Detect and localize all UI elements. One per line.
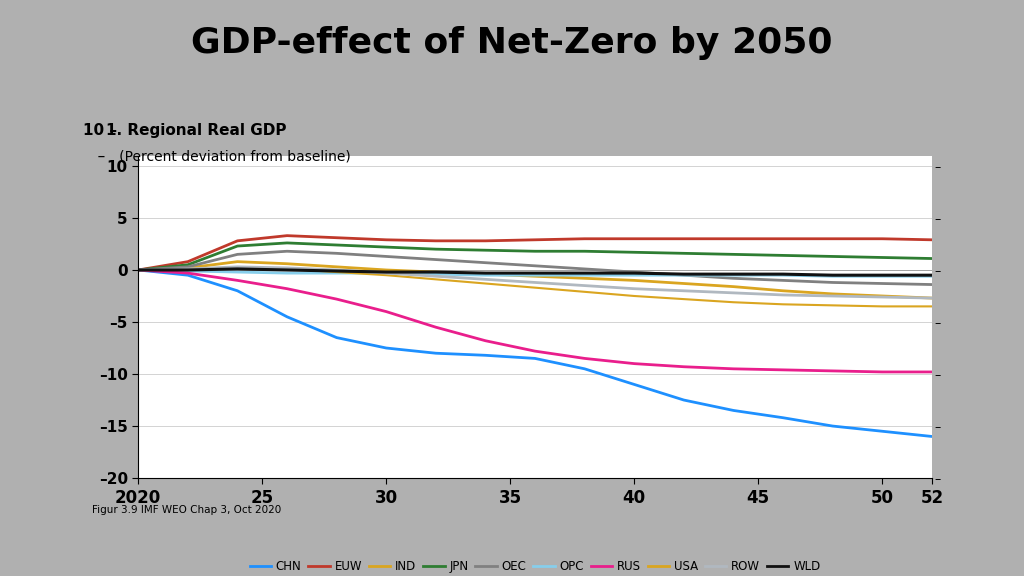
Legend: CHN, EUW, IND, JPN, OEC, OPC, RUS, USA, ROW, WLD: CHN, EUW, IND, JPN, OEC, OPC, RUS, USA, … xyxy=(245,555,825,576)
Text: GDP-effect of Net-Zero by 2050: GDP-effect of Net-Zero by 2050 xyxy=(191,26,833,60)
Text: Figur 3.9 IMF WEO Chap 3, Oct 2020: Figur 3.9 IMF WEO Chap 3, Oct 2020 xyxy=(92,505,282,515)
Text: (Percent deviation from baseline): (Percent deviation from baseline) xyxy=(106,149,351,163)
Text: 1. Regional Real GDP: 1. Regional Real GDP xyxy=(106,123,287,138)
Text: 10 –: 10 – xyxy=(83,123,117,138)
Text: –: – xyxy=(83,149,104,164)
